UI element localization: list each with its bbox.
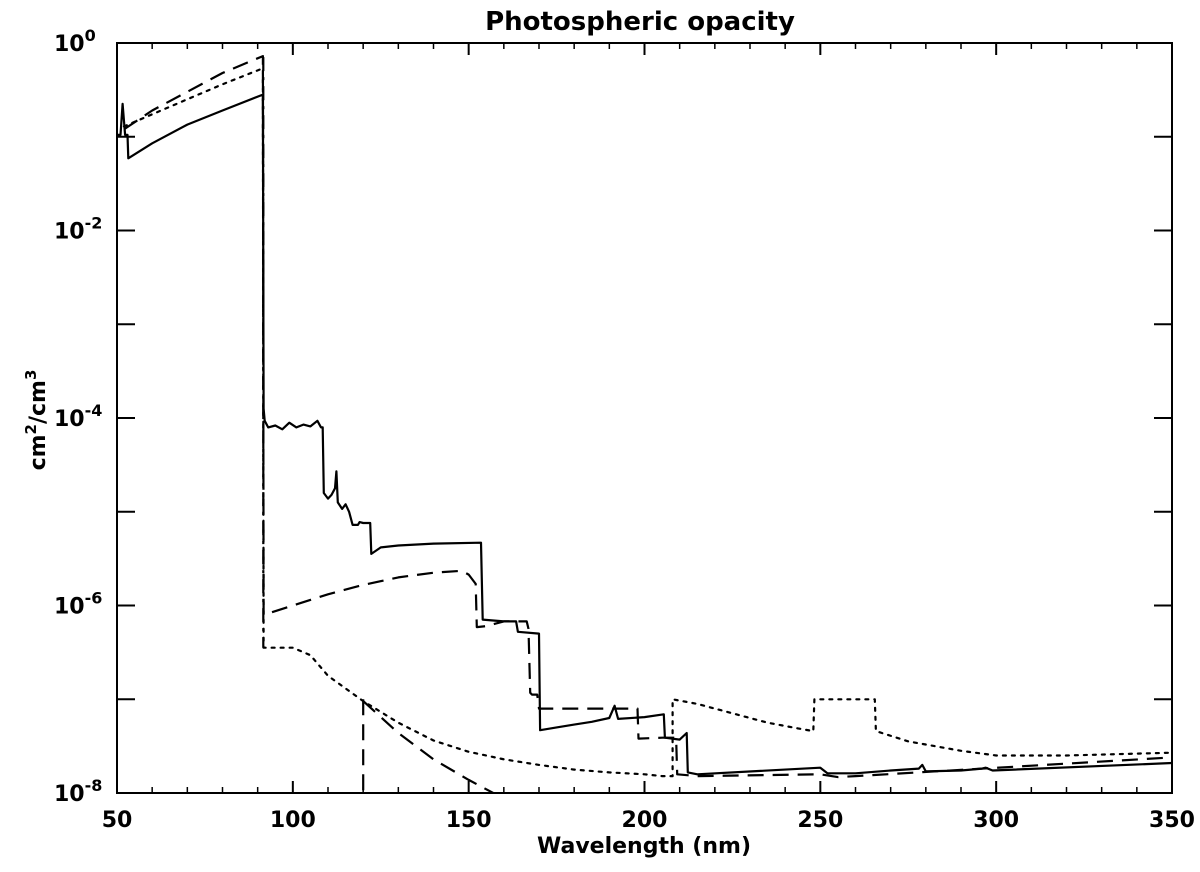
- x-tick-label: 300: [973, 808, 1019, 833]
- y-axis-title-mid: /cm: [26, 380, 51, 424]
- x-axis: 50 100 150 200 250 300 350: [102, 43, 1195, 833]
- series-dotted-line: [122, 67, 1172, 778]
- y-axis-title-exp1: 2: [22, 424, 40, 434]
- y-tick-label: 10-6: [54, 589, 102, 620]
- x-tick-label: 150: [446, 808, 492, 833]
- x-tick-label: 250: [797, 808, 843, 833]
- y-tick-label: 10-2: [54, 214, 102, 245]
- y-tick-label: 10-8: [54, 776, 102, 807]
- y-tick-label: 10-4: [54, 401, 102, 432]
- series-solid-line: [117, 93, 1172, 776]
- y-axis-title-unit: cm: [26, 434, 51, 470]
- series-dashed-line: [362, 700, 496, 793]
- x-axis-title: Wavelength (nm): [537, 834, 751, 859]
- y-axis: 10-8 10-6 10-4 10-2 100: [54, 26, 1172, 807]
- y-tick-label: 100: [54, 26, 96, 57]
- y-axis-title-exp2: 3: [22, 370, 40, 380]
- x-tick-label: 200: [622, 808, 668, 833]
- x-tick-label: 50: [102, 808, 133, 833]
- plot-area: [117, 55, 1172, 793]
- series-dashed-line: [123, 55, 1172, 779]
- x-tick-label: 350: [1149, 808, 1195, 833]
- plot-frame: [116, 42, 1173, 794]
- chart-title: Photospheric opacity: [485, 7, 795, 37]
- y-axis-title: cm2/cm3: [22, 370, 51, 471]
- x-tick-label: 100: [270, 808, 316, 833]
